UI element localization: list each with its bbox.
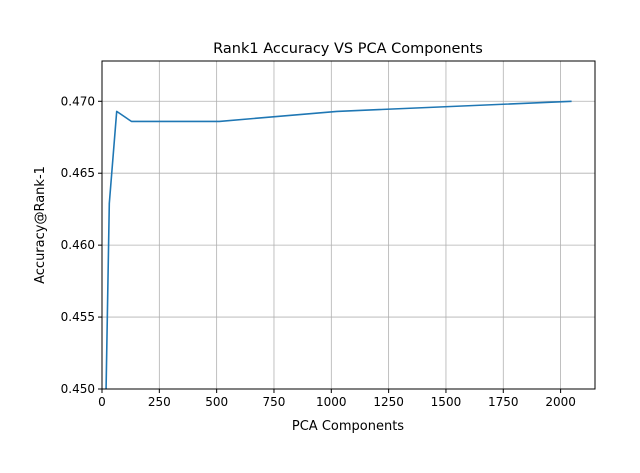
grid [101, 61, 595, 390]
y-tick-label: 0.460 [61, 238, 95, 252]
plot-frame [101, 60, 596, 390]
y-axis-ticks: 0.450 0.455 0.460 0.465 0.470 [61, 94, 102, 396]
y-tick-label: 0.465 [61, 166, 95, 180]
x-tick-label: 750 [263, 395, 286, 409]
x-tick-label: 500 [205, 395, 228, 409]
y-tick-label: 0.450 [61, 382, 95, 396]
y-tick-label: 0.470 [61, 94, 95, 108]
x-tick-label: 250 [148, 395, 171, 409]
x-tick-label: 1750 [488, 395, 519, 409]
series-line [105, 100, 572, 389]
y-tick-label: 0.455 [61, 310, 95, 324]
y-axis-label: Accuracy@Rank-1 [33, 166, 48, 284]
x-tick-label: 0 [98, 395, 106, 409]
chart-title: Rank1 Accuracy VS PCA Components [213, 41, 483, 57]
x-tick-label: 1500 [431, 395, 462, 409]
x-axis-ticks: 0 250 500 750 1000 1250 1500 1750 2000 [98, 389, 576, 409]
x-axis-label: PCA Components [292, 419, 404, 434]
series-layer [105, 100, 572, 389]
x-tick-label: 1250 [373, 395, 404, 409]
x-tick-label: 2000 [545, 395, 576, 409]
x-tick-label: 1000 [316, 395, 347, 409]
